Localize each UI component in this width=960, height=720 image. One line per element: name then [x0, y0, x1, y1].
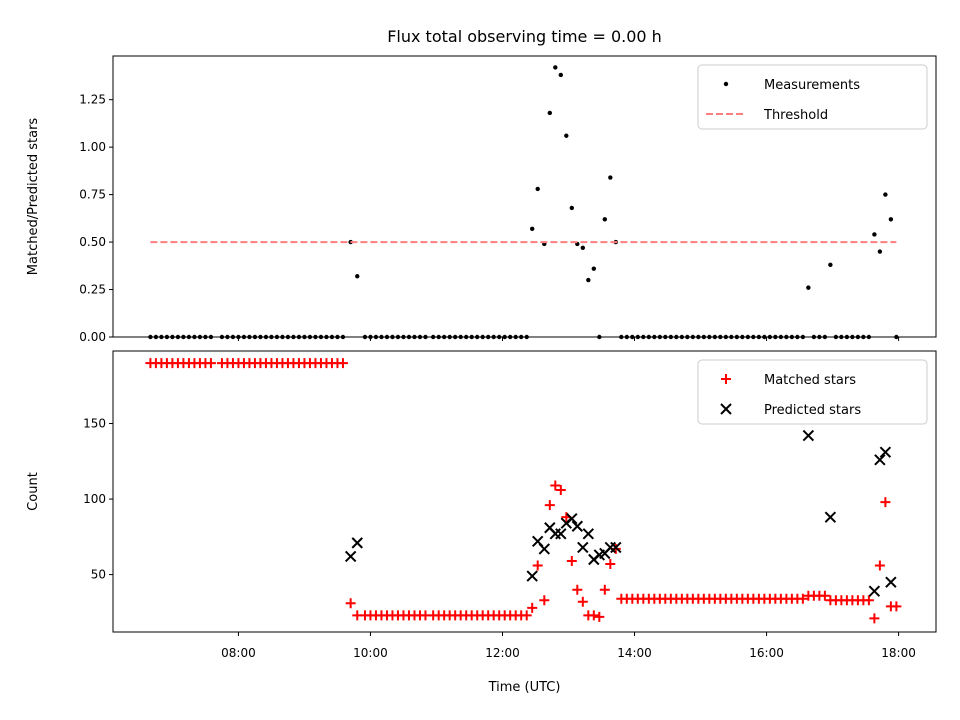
data-point: [610, 541, 622, 554]
series-matched-stars: [145, 358, 902, 624]
data-point: [337, 358, 348, 369]
legend: [697, 64, 928, 130]
y-tick-label: 1.00: [79, 140, 106, 154]
data-point: [558, 72, 564, 78]
y-tick-label: 0.50: [79, 235, 106, 249]
chart-title: Flux total observing time = 0.00 h: [387, 27, 662, 46]
data-point: [586, 277, 591, 283]
data-point: [868, 585, 881, 597]
data-point: [566, 555, 577, 566]
data-point: [797, 593, 808, 604]
data-point: [891, 601, 902, 612]
data-point: [588, 610, 599, 621]
data-point: [879, 446, 892, 458]
data-point: [532, 560, 543, 571]
data-point: [566, 512, 578, 525]
data-point: [571, 520, 584, 532]
data-point: [872, 232, 877, 237]
y-axis-label: Matched/Predicted stars: [26, 118, 41, 276]
series-predicted-stars: [344, 429, 897, 597]
data-point: [569, 205, 575, 211]
data-point: [547, 110, 553, 116]
data-point: [604, 541, 617, 554]
legend-marker-swatch: [721, 374, 731, 384]
data-point: [608, 175, 613, 180]
y-tick-label: 150: [83, 417, 106, 431]
data-point: [605, 559, 616, 570]
data-point: [535, 186, 540, 192]
data-point: [553, 65, 558, 70]
y-tick-label: 0.25: [79, 283, 106, 297]
data-point: [355, 274, 360, 279]
legend-label: Matched stars: [764, 373, 856, 388]
data-point: [530, 226, 535, 231]
x-tick-label: 18:00: [881, 646, 916, 660]
legend-marker-swatch: [723, 81, 729, 87]
data-point: [539, 595, 550, 606]
data-point: [580, 245, 586, 250]
data-point: [594, 611, 605, 622]
data-point: [564, 133, 569, 138]
x-tick-label: 16:00: [749, 646, 784, 660]
data-point: [555, 484, 566, 495]
data-point: [880, 497, 891, 508]
x-axis-label: Time (UTC): [488, 680, 561, 695]
data-point: [599, 584, 610, 595]
data-point: [824, 511, 837, 523]
data-point: [885, 576, 897, 588]
data-point: [874, 454, 886, 466]
data-point: [883, 192, 888, 197]
legend-label: Predicted stars: [764, 403, 861, 418]
x-tick-label: 08:00: [221, 646, 256, 660]
legend-label: Threshold: [763, 108, 828, 123]
data-point: [351, 537, 363, 549]
data-point: [828, 262, 833, 268]
data-point: [538, 543, 551, 555]
data-point: [877, 249, 883, 254]
data-point: [819, 590, 830, 601]
y-tick-label: 1.25: [79, 93, 106, 107]
data-point: [591, 266, 597, 271]
legend-box: [697, 359, 928, 425]
data-point: [205, 358, 216, 369]
x-tick-label: 10:00: [353, 646, 388, 660]
axes-frame: [112, 350, 937, 633]
data-point: [869, 613, 880, 624]
data-point: [582, 528, 595, 540]
data-point: [549, 528, 562, 540]
data-point: [602, 217, 608, 222]
data-point: [577, 541, 589, 554]
y-tick-label: 100: [83, 492, 106, 506]
legend: [697, 359, 928, 425]
y-tick-label: 50: [91, 568, 106, 582]
data-point: [577, 596, 588, 607]
y-axis-label: Count: [26, 472, 41, 511]
data-point: [888, 217, 894, 222]
data-point: [572, 584, 583, 595]
legend-marker-swatch: [720, 403, 732, 415]
data-point: [863, 595, 874, 606]
data-point: [555, 528, 567, 540]
data-point: [802, 429, 815, 442]
data-point: [526, 570, 538, 582]
data-point: [874, 560, 885, 571]
data-point: [806, 285, 811, 290]
legend-label: Measurements: [764, 78, 860, 93]
y-tick-label: 0.00: [79, 330, 106, 344]
data-point: [544, 500, 555, 511]
data-point: [521, 610, 532, 621]
legend-box: [697, 64, 928, 130]
x-tick-label: 12:00: [485, 646, 520, 660]
data-point: [345, 598, 356, 609]
axes-frame: [112, 55, 937, 338]
data-point: [527, 602, 538, 613]
data-point: [344, 550, 357, 563]
data-point: [550, 480, 561, 491]
y-tick-label: 0.75: [79, 188, 106, 202]
x-tick-label: 14:00: [617, 646, 652, 660]
